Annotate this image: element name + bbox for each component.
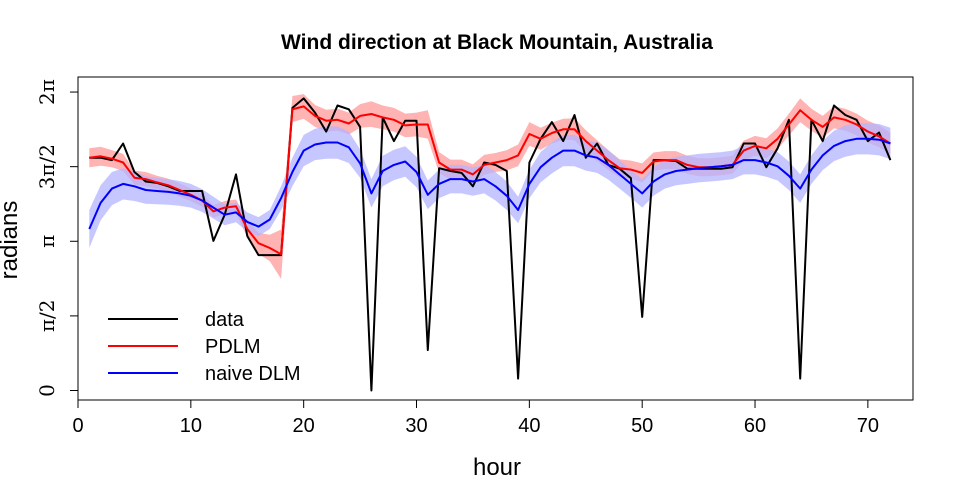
- x-axis-ticks: 0 10 20 30 40 50 60 70: [72, 400, 879, 437]
- y-tick-label: 3π/2: [35, 144, 59, 189]
- x-tick-label: 70: [857, 415, 879, 437]
- chart-title: Wind direction at Black Mountain, Austra…: [281, 31, 713, 54]
- x-tick-label: 30: [405, 415, 427, 437]
- series-line-2: [88, 137, 891, 230]
- legend-label-2: naive DLM: [205, 363, 301, 385]
- series-lines: [88, 97, 892, 392]
- series-line-1: [89, 105, 891, 256]
- y-tick-label: 2π: [35, 79, 59, 105]
- y-tick-label: π/2: [35, 300, 59, 333]
- y-tick-label: 0: [35, 384, 59, 397]
- x-tick-label: 40: [518, 415, 540, 437]
- x-tick-label: 0: [72, 415, 83, 437]
- x-tick-label: 20: [293, 415, 315, 437]
- legend: data PDLM naive DLM: [108, 309, 301, 385]
- y-axis-title: radians: [0, 201, 23, 280]
- y-axis-ticks: 0 π/2 π 3π/2 2π: [35, 79, 78, 397]
- legend-label-0: data: [205, 309, 245, 331]
- y-tick-label: π: [35, 235, 59, 248]
- band-1: [89, 123, 891, 248]
- legend-label-1: PDLM: [205, 336, 261, 358]
- x-tick-label: 50: [631, 415, 653, 437]
- x-axis-title: hour: [473, 454, 521, 481]
- x-tick-label: 60: [744, 415, 766, 437]
- x-tick-label: 10: [180, 415, 202, 437]
- confidence-bands: [89, 94, 891, 279]
